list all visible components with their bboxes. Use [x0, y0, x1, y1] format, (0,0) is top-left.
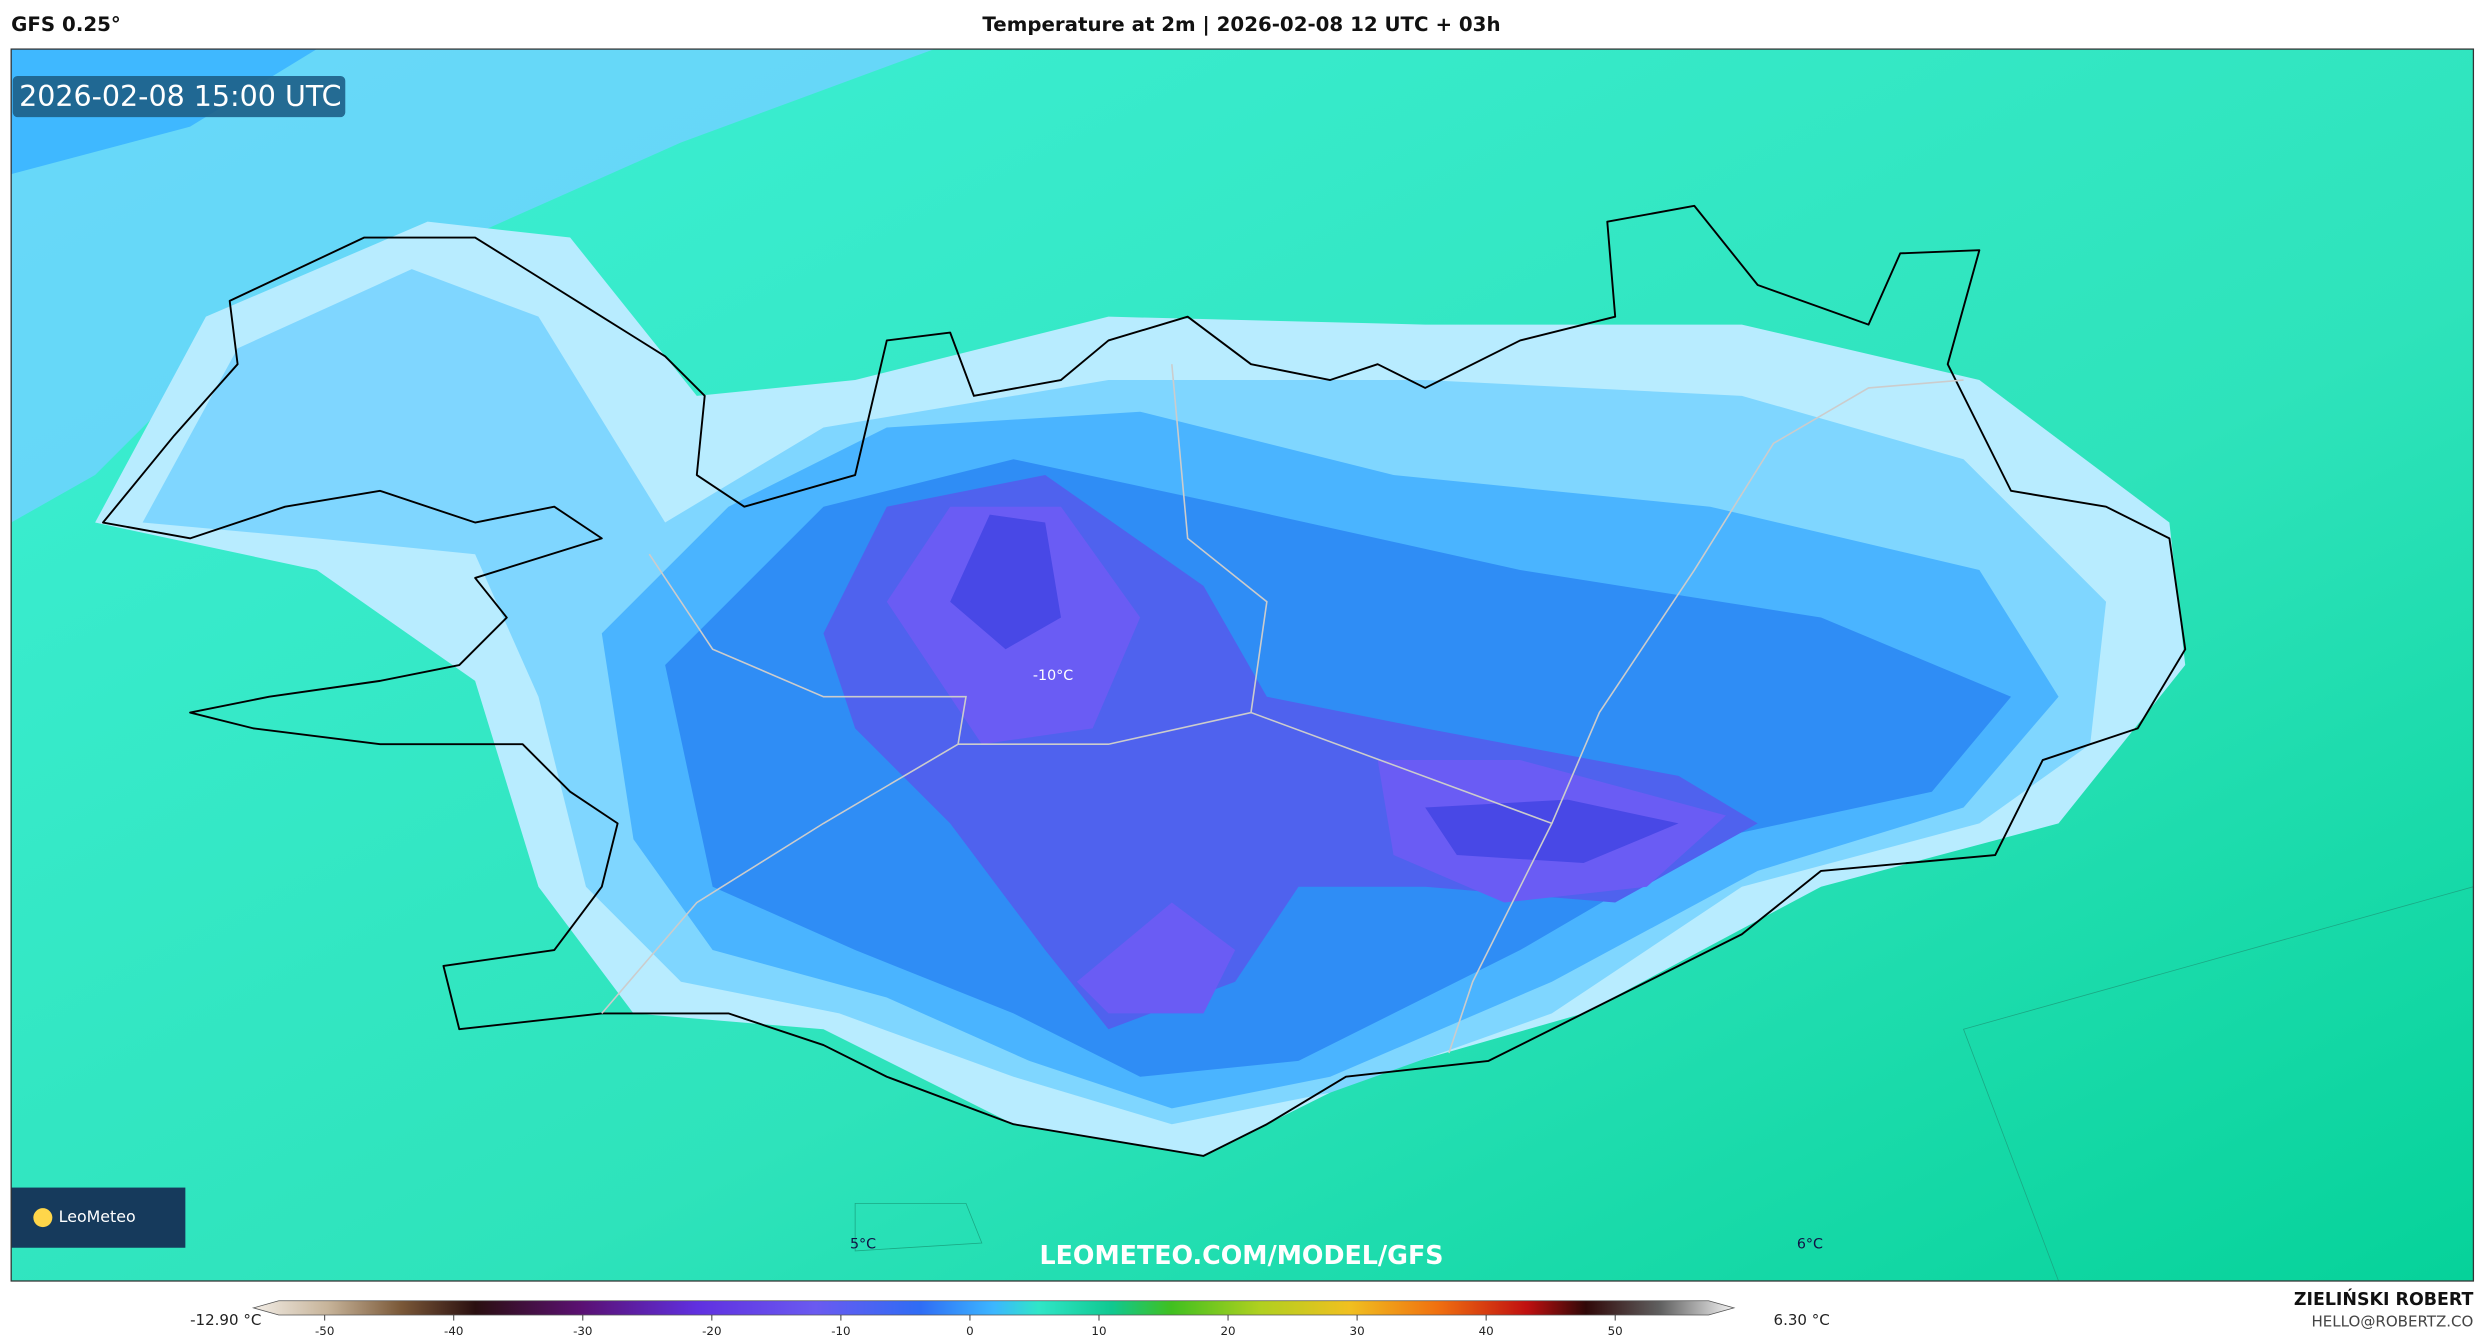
logo: LeoMeteo	[59, 1207, 136, 1226]
colorbar-tick-label: -10	[831, 1324, 850, 1338]
region-border	[601, 364, 1964, 1054]
colorbar-strip	[251, 1300, 1736, 1316]
logo-sun	[33, 1208, 53, 1228]
colorbar-tick-label: 20	[1220, 1324, 1235, 1338]
temperature-zone	[1076, 902, 1236, 1014]
colorbar-tick-label: 50	[1608, 1324, 1623, 1338]
colorbar-tick-label: -20	[702, 1324, 721, 1338]
model-label: GFS 0.25°	[11, 13, 121, 36]
map: -10°C 5°C 6°C 2026-02-08 15:00 UTC LeoMe…	[11, 49, 2474, 1281]
temperature-zone	[1425, 799, 1679, 863]
email: HELLO@ROBERTZ.CO	[2312, 1313, 2474, 1331]
map-title: Temperature at 2m | 2026-02-08 12 UTC + …	[982, 13, 1500, 36]
isotherm	[854, 886, 2474, 1281]
contour-label: 6°C	[1797, 1237, 1823, 1253]
colorbar-tick-label: -40	[444, 1324, 463, 1338]
colorbar-tick-label: -50	[315, 1324, 334, 1338]
min-label: -12.90 °C	[190, 1311, 261, 1329]
coastline	[102, 204, 2187, 1157]
colorbar-tick-label: -30	[573, 1324, 592, 1338]
valid-time: 2026-02-08 15:00 UTC	[19, 80, 341, 113]
cold-band	[11, 49, 935, 523]
watermark: LEOMETEO.COM/MODEL/GFS	[1039, 1240, 1443, 1270]
colorbar: -50 -40 -30 -20 -10 0 10 20 30 40 50	[251, 1300, 1736, 1338]
max-label: 6.30 °C	[1774, 1311, 1830, 1329]
colorbar-tick-label: 10	[1091, 1324, 1106, 1338]
map-frame	[10, 48, 2475, 1282]
author: ZIELIŃSKI ROBERT	[2294, 1288, 2474, 1310]
colorbar-tick-label: 40	[1479, 1324, 1494, 1338]
temperature-zone	[950, 514, 1061, 650]
contour-label: 5°C	[850, 1237, 876, 1253]
colorbar-tick-label: 0	[966, 1324, 974, 1338]
colorbar-tick-label: 30	[1350, 1324, 1365, 1338]
contour-label: -10°C	[1033, 668, 1073, 684]
time-badge	[12, 76, 346, 118]
